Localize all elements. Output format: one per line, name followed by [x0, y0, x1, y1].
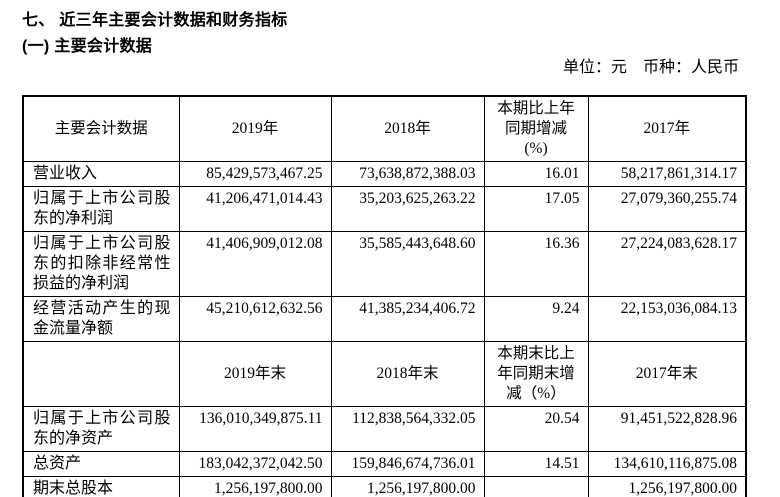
section-title: 七、 近三年主要会计数据和财务指标	[22, 12, 288, 29]
value-cell: 27,079,360,255.74	[587, 186, 747, 232]
value-cell: 159,846,674,736.01	[330, 451, 485, 477]
table-row: 归属于上市公司股东的净利润 41,206,471,014.43 35,203,625…	[22, 186, 747, 232]
value-cell: 9.24	[483, 296, 589, 342]
empty-header-cell	[22, 341, 180, 407]
value-cell: 27,224,083,628.17	[587, 231, 747, 297]
column-header-cell: 2019年	[178, 95, 332, 162]
value-cell: 136,010,349,875.11	[178, 406, 332, 452]
row-label-cell: 归属于上市公司股东的净利润	[22, 186, 180, 232]
column-header-cell: 本期比上年 同期增减 (%)	[483, 95, 589, 162]
value-cell: 85,429,573,467.25	[178, 161, 332, 187]
value-cell: 91,451,522,828.96	[587, 406, 747, 452]
value-cell	[483, 476, 589, 497]
row-label-cell: 营业收入	[22, 161, 180, 187]
column-header-cell: 2017年末	[587, 341, 747, 407]
unit-currency-note: 单位：元 币种：人民币	[562, 59, 739, 76]
row-label-cell: 期末总股本	[22, 476, 180, 497]
value-cell: 14.51	[483, 451, 589, 477]
column-header-cell: 2019年末	[178, 341, 332, 407]
value-cell: 134,610,116,875.08	[587, 451, 747, 477]
row-label-cell: 总资产	[22, 451, 180, 477]
table-body: 主要会计数据 2019年 2018年 本期比上年 同期增减 (%) 2017年 营业收入 8…	[22, 95, 747, 497]
value-cell: 16.01	[483, 161, 589, 187]
value-cell: 41,406,909,012.08	[178, 231, 332, 297]
column-header-cell: 主要会计数据	[22, 95, 180, 162]
value-cell: 73,638,872,388.03	[330, 161, 485, 187]
value-cell: 1,256,197,800.00	[330, 476, 485, 497]
table-row: 总资产 183,042,372,042.50 159,846,674,736.01 1…	[22, 451, 747, 477]
table-row: 经营活动产生的现金流量净额 45,210,612,632.56 41,385,234…	[22, 296, 747, 342]
value-cell: 41,385,234,406.72	[330, 296, 485, 342]
row-label-cell: 经营活动产生的现金流量净额	[22, 296, 180, 342]
value-cell: 17.05	[483, 186, 589, 232]
value-cell: 22,153,036,084.13	[587, 296, 747, 342]
subsection-title: (一) 主要会计数据	[22, 38, 153, 55]
value-cell: 41,206,471,014.43	[178, 186, 332, 232]
column-header-cell: 2018年	[330, 95, 485, 162]
value-cell: 35,585,443,648.60	[330, 231, 485, 297]
value-cell: 20.54	[483, 406, 589, 452]
column-header-cell: 本期末比上 年同期末增 减（%）	[483, 341, 589, 407]
value-cell: 183,042,372,042.50	[178, 451, 332, 477]
value-cell: 58,217,861,314.17	[587, 161, 747, 187]
table-header-row: 2019年末 2018年末 本期末比上 年同期末增 减（%） 2017年末	[22, 341, 747, 407]
table-row: 归属于上市公司股东的扣除非经常性损益的净利润 41,406,909,012.08 3…	[22, 231, 747, 297]
value-cell: 16.36	[483, 231, 589, 297]
value-cell: 45,210,612,632.56	[178, 296, 332, 342]
key-accounting-data-table: 主要会计数据 2019年 2018年 本期比上年 同期增减 (%) 2017年 营业收入 8…	[22, 95, 747, 497]
row-label-cell: 归属于上市公司股东的净资产	[22, 406, 180, 452]
value-cell: 112,838,564,332.05	[330, 406, 485, 452]
table-row: 营业收入 85,429,573,467.25 73,638,872,388.03 16…	[22, 161, 747, 187]
table-row: 归属于上市公司股东的净资产 136,010,349,875.11 112,838,5…	[22, 406, 747, 452]
row-label-cell: 归属于上市公司股东的扣除非经常性损益的净利润	[22, 231, 180, 297]
table-header-row: 主要会计数据 2019年 2018年 本期比上年 同期增减 (%) 2017年	[22, 95, 747, 162]
value-cell: 1,256,197,800.00	[178, 476, 332, 497]
column-header-cell: 2018年末	[330, 341, 485, 407]
value-cell: 35,203,625,263.22	[330, 186, 485, 232]
value-cell: 1,256,197,800.00	[587, 476, 747, 497]
table-row: 期末总股本 1,256,197,800.00 1,256,197,800.00 1,2…	[22, 476, 747, 497]
column-header-cell: 2017年	[587, 95, 747, 162]
